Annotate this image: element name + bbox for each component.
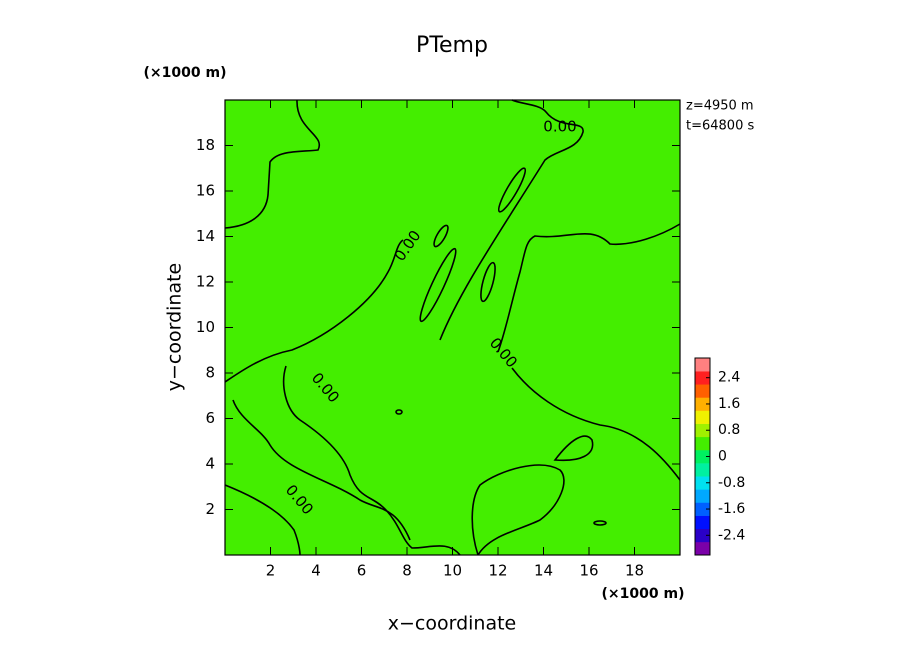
contour-line: [232, 399, 411, 541]
annotation: t=64800 s: [686, 119, 754, 134]
contour-line: [511, 367, 681, 481]
colorbar-band: [695, 410, 710, 424]
x-tick-label: 2: [266, 562, 276, 580]
colorbar-band: [695, 358, 710, 372]
contour-line: [480, 261, 496, 303]
x-tick-label: 4: [311, 562, 321, 580]
y-tick-label: 8: [205, 364, 215, 382]
colorbar-band: [695, 449, 710, 464]
contour-line: [439, 99, 584, 341]
x-axis-label: x−coordinate: [388, 613, 517, 635]
x-tick-label: 8: [402, 562, 412, 580]
contour-line: [593, 520, 607, 526]
colorbar-band: [695, 489, 710, 503]
colorbar-band: [695, 476, 710, 490]
colorbar-band: [695, 423, 710, 438]
chart-title: PTemp: [416, 33, 488, 58]
colorbar-band: [695, 384, 710, 398]
field: [225, 100, 680, 555]
x-unit: (×1000 m): [602, 586, 685, 602]
colorbar-tick-label: 0.8: [718, 422, 740, 438]
colorbar-tick-label: -2.4: [718, 527, 745, 543]
contour-line: [497, 223, 681, 353]
colorbar-tick-label: 0: [718, 449, 727, 465]
colorbar-tick-label: -0.8: [718, 475, 745, 491]
y-tick-label: 18: [196, 136, 215, 154]
y-tick-label: 12: [196, 273, 215, 291]
contour-label: 0.00: [543, 118, 576, 136]
y-tick-label: 16: [196, 182, 215, 200]
y-tick-label: 14: [196, 227, 215, 245]
contour-line: [224, 239, 404, 383]
colorbar-band: [695, 515, 710, 530]
y-tick-label: 10: [196, 318, 215, 336]
contour-line: [497, 167, 527, 213]
contour-line: [224, 99, 321, 229]
x-tick-label: 12: [488, 562, 507, 580]
contour-line: [553, 435, 594, 462]
x-tick-label: 18: [625, 562, 644, 580]
y-tick-label: 4: [205, 455, 215, 473]
contour-line: [395, 409, 403, 415]
colorbar-band: [695, 436, 710, 451]
colorbar-band: [695, 463, 710, 477]
annotation: z=4950 m: [686, 99, 754, 114]
y-unit: (×1000 m): [144, 65, 227, 81]
contour-line: [282, 365, 461, 556]
y-tick-label: 6: [205, 409, 215, 427]
x-tick-label: 16: [579, 562, 598, 580]
colorbar-band: [695, 528, 710, 543]
y-axis-label: y−coordinate: [164, 263, 186, 392]
contours: [224, 99, 681, 556]
x-tick-label: 14: [534, 562, 553, 580]
contour-line: [224, 484, 301, 556]
colorbar-band: [695, 541, 710, 556]
colorbar-band: [695, 397, 710, 411]
contour-line: [419, 247, 457, 323]
colorbar-band: [695, 371, 710, 385]
colorbar-tick-label: 1.6: [718, 396, 740, 412]
y-tick-label: 2: [205, 500, 215, 518]
colorbar-tick-label: 2.4: [718, 370, 740, 386]
x-tick-label: 6: [357, 562, 367, 580]
colorbar-tick-label: -1.6: [718, 501, 745, 517]
contour-line: [471, 464, 565, 556]
colorbar-band: [695, 502, 710, 516]
contour-line: [433, 224, 449, 248]
x-tick-label: 10: [443, 562, 462, 580]
